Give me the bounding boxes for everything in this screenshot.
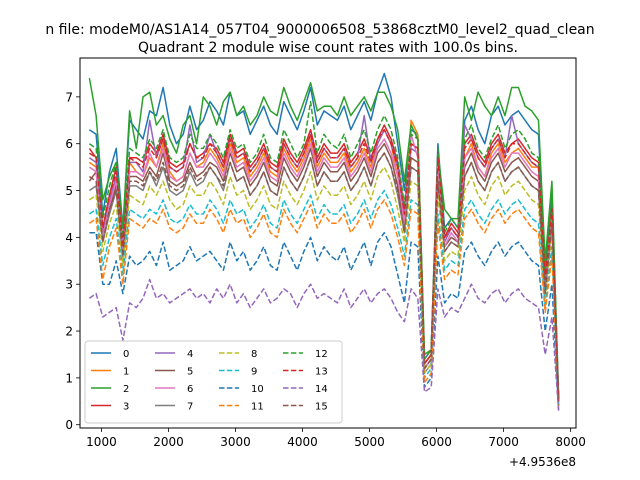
y-tick-label: 2 <box>65 325 73 339</box>
legend-label-0: 0 <box>123 349 129 360</box>
series-line-14 <box>88 278 560 411</box>
x-tick-label: 8000 <box>555 435 586 449</box>
y-tick-label: 5 <box>65 184 73 198</box>
series-line-5 <box>88 142 560 402</box>
axes-frame <box>79 57 577 429</box>
legend-label-10: 10 <box>251 384 264 395</box>
series-line-9 <box>88 189 560 407</box>
series-layer <box>88 72 560 411</box>
legend-label-6: 6 <box>187 384 193 395</box>
figure-suptitle: n file: modeM0/AS1A14_057T04_9000006508_… <box>45 22 594 38</box>
x-tick-label: 1000 <box>86 435 117 449</box>
x-tick-label: 7000 <box>488 435 519 449</box>
x-offset-label: +4.9536e8 <box>509 455 576 469</box>
legend-label-13: 13 <box>315 367 328 378</box>
y-axis: 0 1 2 3 4 5 6 7 <box>65 90 80 432</box>
legend-label-11: 11 <box>251 402 264 413</box>
legend-label-4: 4 <box>187 349 193 360</box>
series-line-11 <box>88 199 560 407</box>
series-line-8 <box>88 166 560 407</box>
series-line-13 <box>88 128 560 402</box>
y-tick-label: 0 <box>65 418 73 432</box>
series-line-12 <box>88 100 560 402</box>
x-tick-label: 6000 <box>421 435 452 449</box>
legend-label-12: 12 <box>315 349 328 360</box>
legend-label-9: 9 <box>251 367 257 378</box>
legend-label-5: 5 <box>187 367 193 378</box>
legend-label-15: 15 <box>315 402 328 413</box>
y-tick-label: 6 <box>65 137 73 151</box>
legend-label-1: 1 <box>123 367 129 378</box>
legend-label-14: 14 <box>315 384 328 395</box>
legend-label-7: 7 <box>187 402 193 413</box>
x-tick-label: 2000 <box>153 435 184 449</box>
y-tick-label: 4 <box>65 231 73 245</box>
x-tick-label: 5000 <box>354 435 385 449</box>
series-line-3 <box>88 124 560 402</box>
series-line-2 <box>88 77 560 397</box>
y-tick-label: 1 <box>65 371 73 385</box>
series-line-6 <box>88 133 560 402</box>
plot-area <box>79 57 577 429</box>
series-line-15 <box>88 152 560 402</box>
series-line-0 <box>88 72 560 397</box>
x-tick-label: 3000 <box>220 435 251 449</box>
legend-label-2: 2 <box>123 384 129 395</box>
legend-box <box>84 340 343 424</box>
y-tick-label: 7 <box>65 90 73 104</box>
chart-title: Quadrant 2 module wise count rates with … <box>138 40 518 56</box>
series-line-10 <box>89 231 560 411</box>
legend-label-8: 8 <box>251 349 257 360</box>
y-tick-label: 3 <box>65 278 73 292</box>
x-tick-label: 4000 <box>287 435 318 449</box>
x-axis: 1000 2000 3000 4000 5000 6000 7000 8000 <box>86 428 586 449</box>
legend-label-3: 3 <box>123 402 129 413</box>
